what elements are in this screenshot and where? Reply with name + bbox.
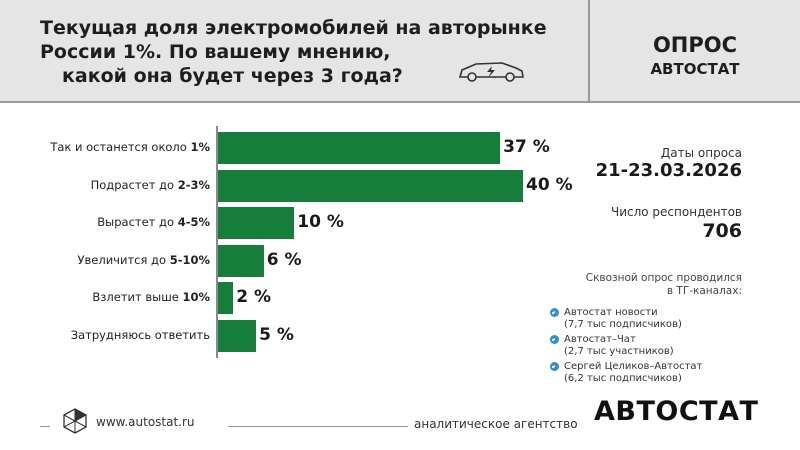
bar <box>218 320 257 352</box>
category-label-value: 2-3% <box>177 177 210 192</box>
telegram-icon <box>550 335 559 344</box>
header-divider <box>588 0 590 103</box>
category-label-value: 5-10% <box>169 252 210 267</box>
telegram-icon <box>550 308 559 317</box>
bar-value-label: 10 % <box>297 212 344 233</box>
respondents-value: 706 <box>702 220 742 242</box>
bar <box>218 282 234 315</box>
channel-name: Сергей Целиков–Автостат <box>564 361 703 372</box>
source-caption: Сквозной опрос проводился в ТГ-каналах: <box>560 272 742 298</box>
category-label-value: 1% <box>190 140 210 154</box>
agency-caption: аналитическое агентство <box>414 417 578 431</box>
channel-subscribers: (6,2 тыс подписчиков) <box>564 373 682 384</box>
category-label: Вырастет до 4-5% <box>10 215 210 229</box>
bar-value-label: 40 % <box>526 174 573 195</box>
dates-caption: Даты опроса <box>660 146 742 160</box>
channel-name: Автостат новости <box>564 307 658 318</box>
source-caption-line-1: Сквозной опрос проводился <box>585 272 742 284</box>
category-label-text: Так и останется около <box>50 140 191 154</box>
bar <box>218 132 501 164</box>
category-label: Увеличится до 5-10% <box>10 253 210 267</box>
footer-rule <box>40 426 50 427</box>
category-label-text: Увеличится до <box>77 252 170 267</box>
respondents-caption: Число респондентов <box>610 205 742 219</box>
autostat-logo-icon <box>63 408 87 434</box>
category-label: Так и останется около 1% <box>10 140 210 154</box>
bar <box>218 169 523 202</box>
title-line-2: России 1%. По вашему мнению, <box>40 41 391 63</box>
poll-title: ОПРОС <box>652 33 738 57</box>
page-title: Текущая доля электромобилей на авторынке… <box>40 16 560 88</box>
title-line-1: Текущая доля электромобилей на авторынке <box>40 17 547 39</box>
channel-subscribers: (7,7 тыс подписчиков) <box>564 319 682 330</box>
category-label: Взлетит выше 10% <box>10 290 210 304</box>
bar-value-label: 5 % <box>259 325 294 345</box>
category-label-text: Затрудняюсь ответить <box>70 328 210 342</box>
category-label: Подрастет до 2-3% <box>10 178 210 192</box>
category-label-value: 4-5% <box>177 215 210 230</box>
header-band: Текущая доля электромобилей на авторынке… <box>0 0 800 103</box>
category-label-text: Вырастет до <box>97 215 178 230</box>
source-caption-line-2: в ТГ-каналах: <box>666 285 742 297</box>
bar-value-label: 37 % <box>503 137 550 157</box>
bar <box>218 207 295 240</box>
chart-axis-line <box>216 126 218 358</box>
channel-name: Автостат–Чат <box>564 334 636 345</box>
brand-wordmark: АВТОСТАТ <box>594 396 759 427</box>
category-label: Затрудняюсь ответить <box>10 328 210 342</box>
telegram-icon <box>550 362 559 371</box>
poll-subtitle: АВТОСТАТ <box>650 60 740 78</box>
category-label-text: Подрастет до <box>90 177 178 192</box>
category-label-text: Взлетит выше <box>92 290 183 305</box>
category-label-value: 10% <box>182 290 210 305</box>
bar-value-label: 2 % <box>236 287 272 308</box>
footer-rule <box>228 426 408 427</box>
dates-value: 21-23.03.2026 <box>595 160 742 181</box>
title-line-3: какой она будет через 3 года? <box>62 65 403 87</box>
bar <box>218 244 264 277</box>
electric-car-icon <box>458 62 524 82</box>
bar-value-label: 6 % <box>266 249 302 270</box>
site-link[interactable]: www.autostat.ru <box>96 415 195 429</box>
channel-subscribers: (2,7 тыс участников) <box>564 346 674 357</box>
